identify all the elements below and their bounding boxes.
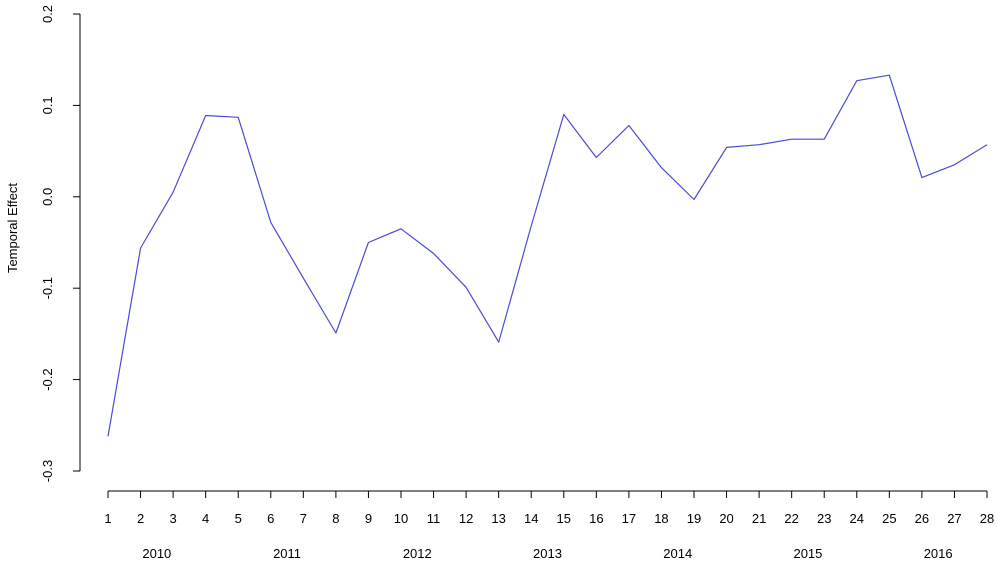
year-label: 2010 bbox=[142, 546, 171, 561]
x-tick-label: 15 bbox=[557, 511, 571, 526]
x-tick-label: 11 bbox=[427, 511, 441, 526]
x-tick-label: 23 bbox=[817, 511, 831, 526]
x-tick-label: 19 bbox=[687, 511, 701, 526]
y-tick-label: 0.2 bbox=[40, 5, 55, 23]
x-tick-label: 3 bbox=[169, 511, 176, 526]
y-tick-label: 0.1 bbox=[40, 96, 55, 114]
x-tick-label: 24 bbox=[850, 511, 864, 526]
x-tick-label: 17 bbox=[622, 511, 636, 526]
x-tick-label: 27 bbox=[947, 511, 961, 526]
x-tick-label: 22 bbox=[784, 511, 798, 526]
y-tick-label: -0.3 bbox=[40, 460, 55, 482]
x-tick-label: 10 bbox=[394, 511, 408, 526]
year-label: 2012 bbox=[403, 546, 432, 561]
y-tick-label: -0.2 bbox=[40, 368, 55, 390]
y-axis: -0.3 -0.2 -0.1 0.0 0.1 0.2 bbox=[40, 5, 81, 482]
y-axis-title: Temporal Effect bbox=[5, 183, 20, 273]
x-tick-label: 14 bbox=[524, 511, 538, 526]
x-tick-label: 13 bbox=[491, 511, 505, 526]
year-label: 2011 bbox=[273, 546, 301, 561]
x-tick-label: 21 bbox=[752, 511, 766, 526]
x-tick-label: 25 bbox=[882, 511, 896, 526]
x-tick-label: 9 bbox=[365, 511, 372, 526]
x-tick-label: 12 bbox=[459, 511, 473, 526]
year-label: 2015 bbox=[793, 546, 822, 561]
x-tick-label: 5 bbox=[235, 511, 242, 526]
x-axis: 1 2 3 4 5 6 7 8 9 10 11 12 13 14 15 16 17 18 19 20 21 22 23 24 2… bbox=[104, 490, 994, 526]
x-tick-label: 18 bbox=[654, 511, 668, 526]
x-tick-label: 7 bbox=[300, 511, 307, 526]
series-line bbox=[107, 74, 988, 437]
x-tick-label: 2 bbox=[137, 511, 144, 526]
x-tick-label: 20 bbox=[719, 511, 733, 526]
year-label: 2016 bbox=[924, 546, 953, 561]
y-tick-label: -0.1 bbox=[40, 277, 55, 299]
y-tick-label: 0.0 bbox=[40, 188, 55, 206]
x-tick-label: 8 bbox=[332, 511, 339, 526]
x-tick-label: 6 bbox=[267, 511, 274, 526]
x-tick-label: 26 bbox=[915, 511, 929, 526]
x-tick-label: 28 bbox=[980, 511, 994, 526]
year-labels: 2010 2011 2012 2013 2014 2015 2016 bbox=[142, 546, 952, 561]
year-label: 2013 bbox=[533, 546, 562, 561]
x-tick-label: 4 bbox=[202, 511, 209, 526]
series-layer bbox=[107, 74, 988, 437]
year-label: 2014 bbox=[663, 546, 692, 561]
x-tick-label: 1 bbox=[104, 511, 111, 526]
x-tick-label: 16 bbox=[589, 511, 603, 526]
